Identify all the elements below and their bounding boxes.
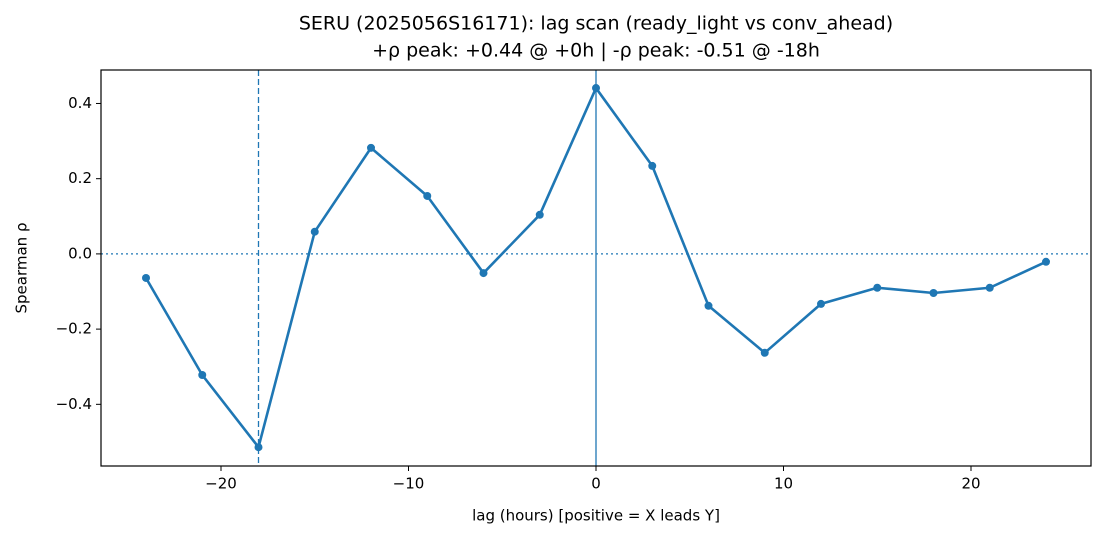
- data-point: [535, 210, 544, 219]
- data-point: [367, 143, 375, 152]
- data-point: [254, 443, 263, 452]
- data-point: [817, 299, 825, 308]
- y-axis-label: Spearman ρ: [13, 223, 31, 314]
- x-tick-label: −20: [205, 475, 237, 493]
- chart-subtitle: +ρ peak: +0.44 @ +0h | -ρ peak: -0.51 @ …: [372, 40, 820, 62]
- y-tick-label: 0.4: [68, 94, 92, 112]
- data-point: [1042, 257, 1050, 266]
- data-point: [310, 227, 319, 236]
- x-tick-label: 20: [961, 475, 980, 493]
- x-axis-label: lag (hours) [positive = X leads Y]: [472, 507, 720, 525]
- data-point: [479, 269, 488, 278]
- data-point: [198, 370, 207, 379]
- y-tick-label: 0.0: [68, 244, 92, 262]
- y-tick-label: 0.2: [68, 169, 92, 187]
- data-point: [704, 301, 713, 310]
- y-tick-label: −0.4: [56, 395, 92, 413]
- data-point: [985, 283, 994, 292]
- plot-frame: [100, 69, 1092, 467]
- chart-title: SERU (2025056S16171): lag scan (ready_li…: [299, 13, 893, 35]
- data-point: [760, 348, 769, 357]
- x-tick-label: −10: [393, 475, 425, 493]
- data-point: [592, 84, 600, 93]
- data-point: [873, 283, 882, 292]
- data-point: [648, 161, 657, 170]
- data-point: [423, 191, 432, 200]
- x-tick-label: 10: [774, 475, 793, 493]
- data-point: [142, 273, 150, 282]
- data-point: [929, 289, 938, 298]
- x-tick-label: 0: [591, 475, 601, 493]
- y-tick-label: −0.2: [56, 320, 92, 338]
